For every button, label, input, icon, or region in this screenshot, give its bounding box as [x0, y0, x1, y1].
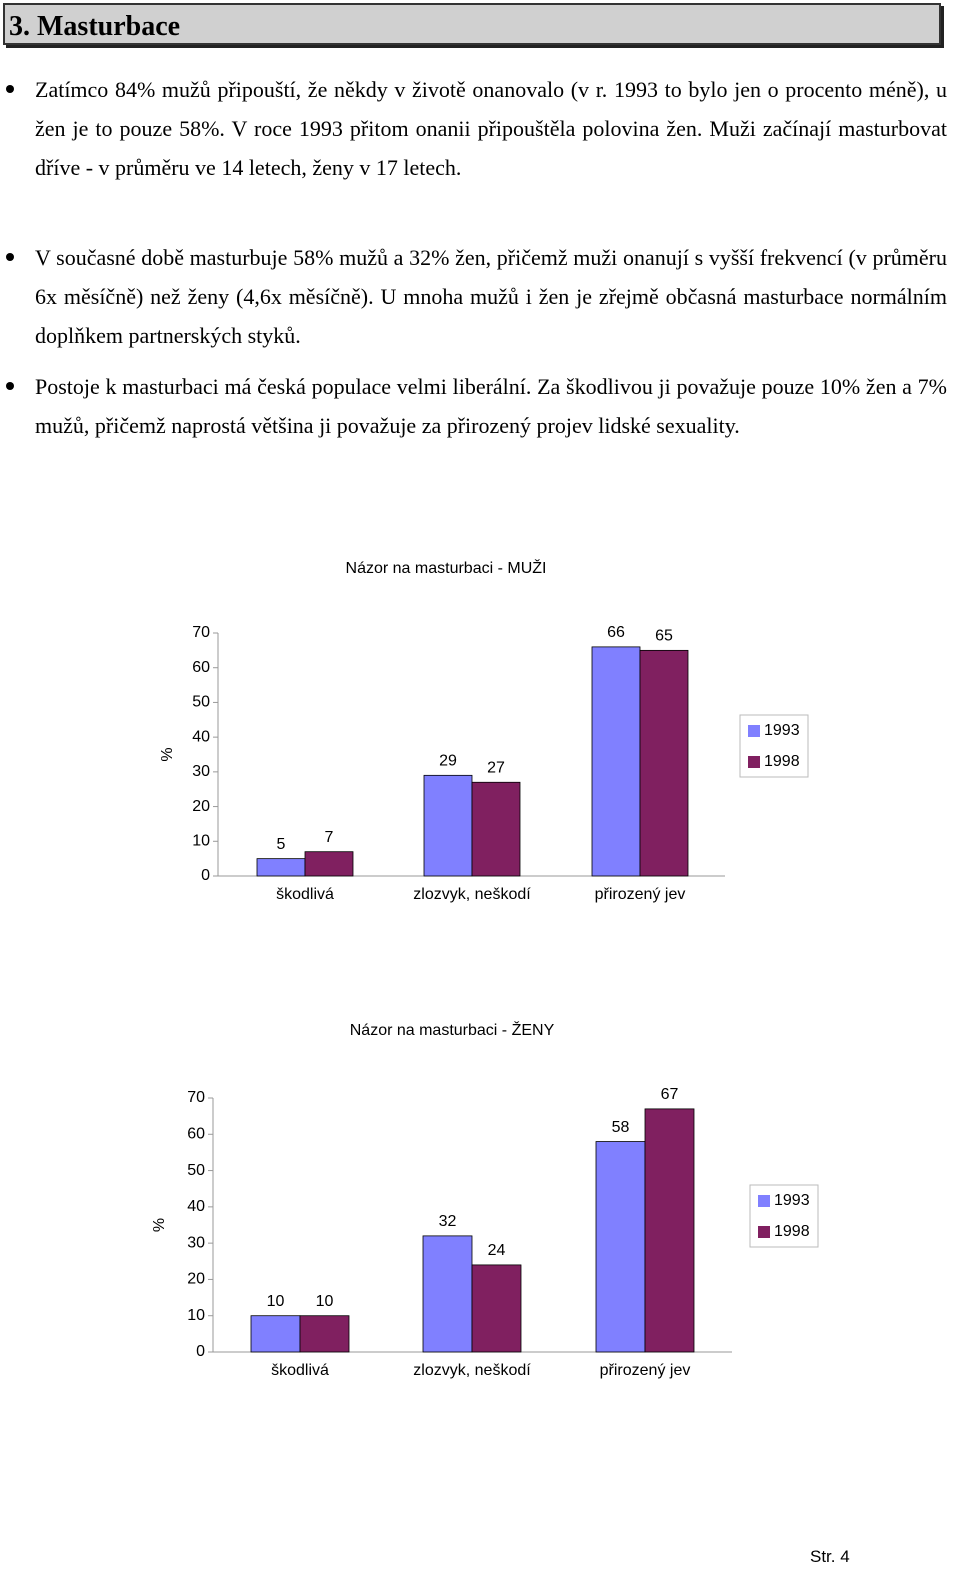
y-tick-label: 30 [187, 1234, 205, 1251]
y-tick-label: 0 [196, 1343, 205, 1360]
bar [639, 649, 689, 877]
x-tick-label: zlozvyk, neškodí [413, 886, 531, 903]
x-tick-label: zlozvyk, neškodí [413, 1362, 531, 1379]
data-label: 32 [439, 1213, 457, 1230]
bar [595, 1141, 646, 1353]
chart-title: Názor na masturbaci - ŽENY [350, 1020, 555, 1039]
paragraph: V současné době masturbuje 58% mužů a 32… [35, 245, 947, 348]
bar [250, 1315, 301, 1353]
x-tick-label: škodlivá [276, 886, 334, 903]
data-label: 58 [612, 1119, 630, 1136]
bar [644, 1108, 695, 1353]
paragraph: Zatímco 84% mužů připouští, že někdy v ž… [35, 77, 947, 180]
bar [256, 858, 306, 877]
y-tick-label: 60 [192, 659, 210, 676]
data-label: 7 [325, 829, 334, 846]
legend-label: 1993 [764, 722, 800, 739]
bar [304, 851, 354, 877]
data-label: 10 [316, 1293, 334, 1310]
legend-label: 1993 [774, 1192, 810, 1209]
bar [471, 1264, 522, 1353]
x-tick-label: přirozený jev [595, 886, 686, 903]
data-label: 24 [488, 1242, 506, 1259]
bullet-dot [6, 382, 14, 390]
y-tick-label: 60 [187, 1126, 205, 1143]
legend-swatch [758, 1226, 770, 1238]
data-label: 66 [607, 624, 625, 641]
legend-swatch [758, 1195, 770, 1207]
bullet-dot [6, 253, 14, 261]
y-axis-label: % [159, 747, 176, 761]
legend-label: 1998 [774, 1223, 810, 1240]
y-tick-label: 40 [192, 728, 210, 745]
data-label: 10 [267, 1293, 285, 1310]
y-tick-label: 70 [192, 624, 210, 641]
y-tick-label: 10 [187, 1307, 205, 1324]
data-label: 67 [661, 1086, 679, 1103]
data-label: 65 [655, 628, 673, 645]
bar [422, 1235, 473, 1353]
data-label: 27 [487, 759, 505, 776]
y-tick-label: 70 [187, 1089, 205, 1106]
y-tick-label: 50 [187, 1162, 205, 1179]
bar [423, 774, 473, 877]
legend-label: 1998 [764, 753, 800, 770]
y-tick-label: 0 [201, 867, 210, 884]
y-tick-label: 20 [192, 798, 210, 815]
y-tick-label: 20 [187, 1271, 205, 1288]
y-axis-label: % [151, 1218, 168, 1232]
bar [471, 781, 521, 877]
heading: 3. Masturbace [3, 3, 941, 45]
legend-swatch [748, 725, 760, 737]
paragraph: Postoje k masturbaci má česká populace v… [35, 374, 947, 438]
y-tick-label: 40 [187, 1198, 205, 1215]
y-tick-label: 50 [192, 694, 210, 711]
chart-title: Názor na masturbaci - MUŽI [346, 558, 547, 577]
x-tick-label: přirozený jev [600, 1362, 691, 1379]
y-tick-label: 10 [192, 833, 210, 850]
bar [591, 646, 641, 877]
data-label: 5 [277, 836, 286, 853]
x-tick-label: škodlivá [271, 1362, 329, 1379]
page-number: Str. 4 [810, 1547, 850, 1566]
bar [299, 1315, 350, 1353]
y-tick-label: 30 [192, 763, 210, 780]
bullet-dot [6, 85, 14, 93]
legend-swatch [748, 756, 760, 768]
data-label: 29 [439, 753, 457, 770]
